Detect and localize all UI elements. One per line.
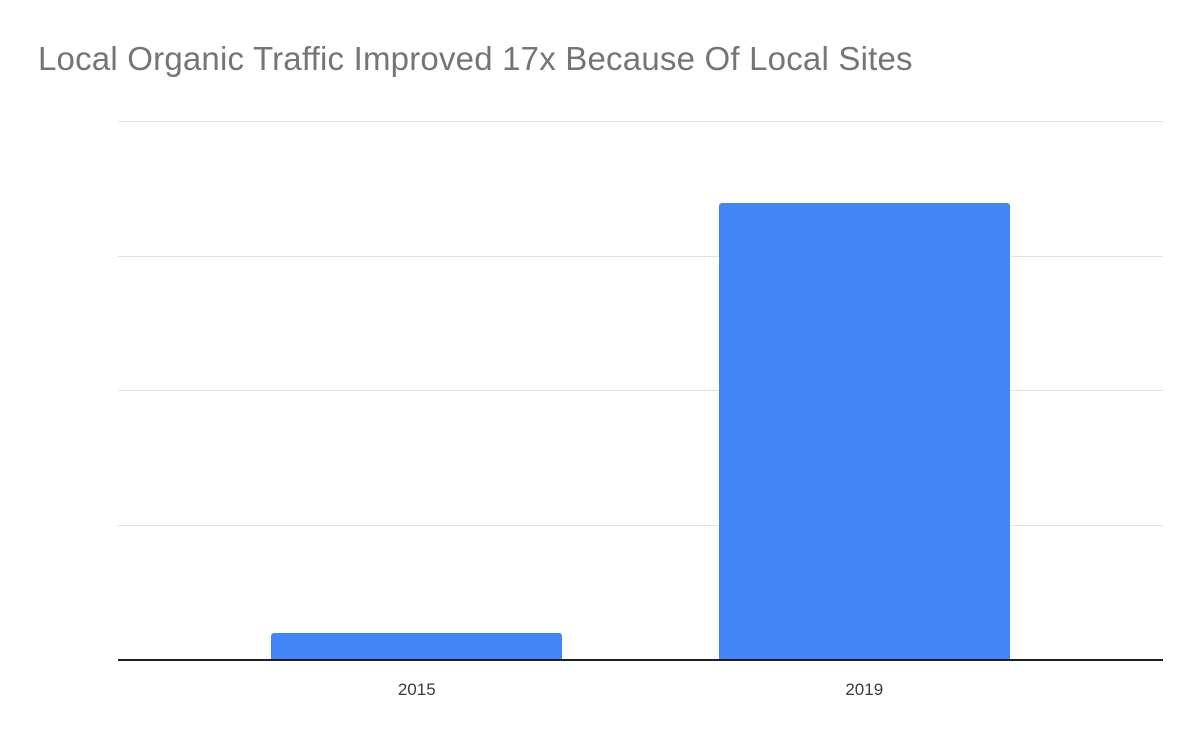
bars-layer: [118, 122, 1163, 660]
gridline: [118, 255, 1163, 257]
gridlines-layer: [118, 121, 1163, 660]
gridline: [118, 121, 1163, 122]
bar-slot: [641, 122, 1089, 660]
bar-2015: [271, 633, 563, 660]
x-axis-label: 2019: [845, 680, 884, 699]
chart-title: Local Organic Traffic Improved 17x Becau…: [38, 40, 913, 77]
gridline: [118, 524, 1163, 526]
x-axis-labels: 2015 2019: [118, 678, 1163, 702]
plot-area: [118, 121, 1163, 661]
gridline: [118, 390, 1163, 391]
x-axis-line: [118, 659, 1163, 661]
bar-2019: [718, 202, 1010, 660]
bar-slot: [193, 122, 641, 660]
x-axis-label: 2015: [397, 680, 436, 699]
